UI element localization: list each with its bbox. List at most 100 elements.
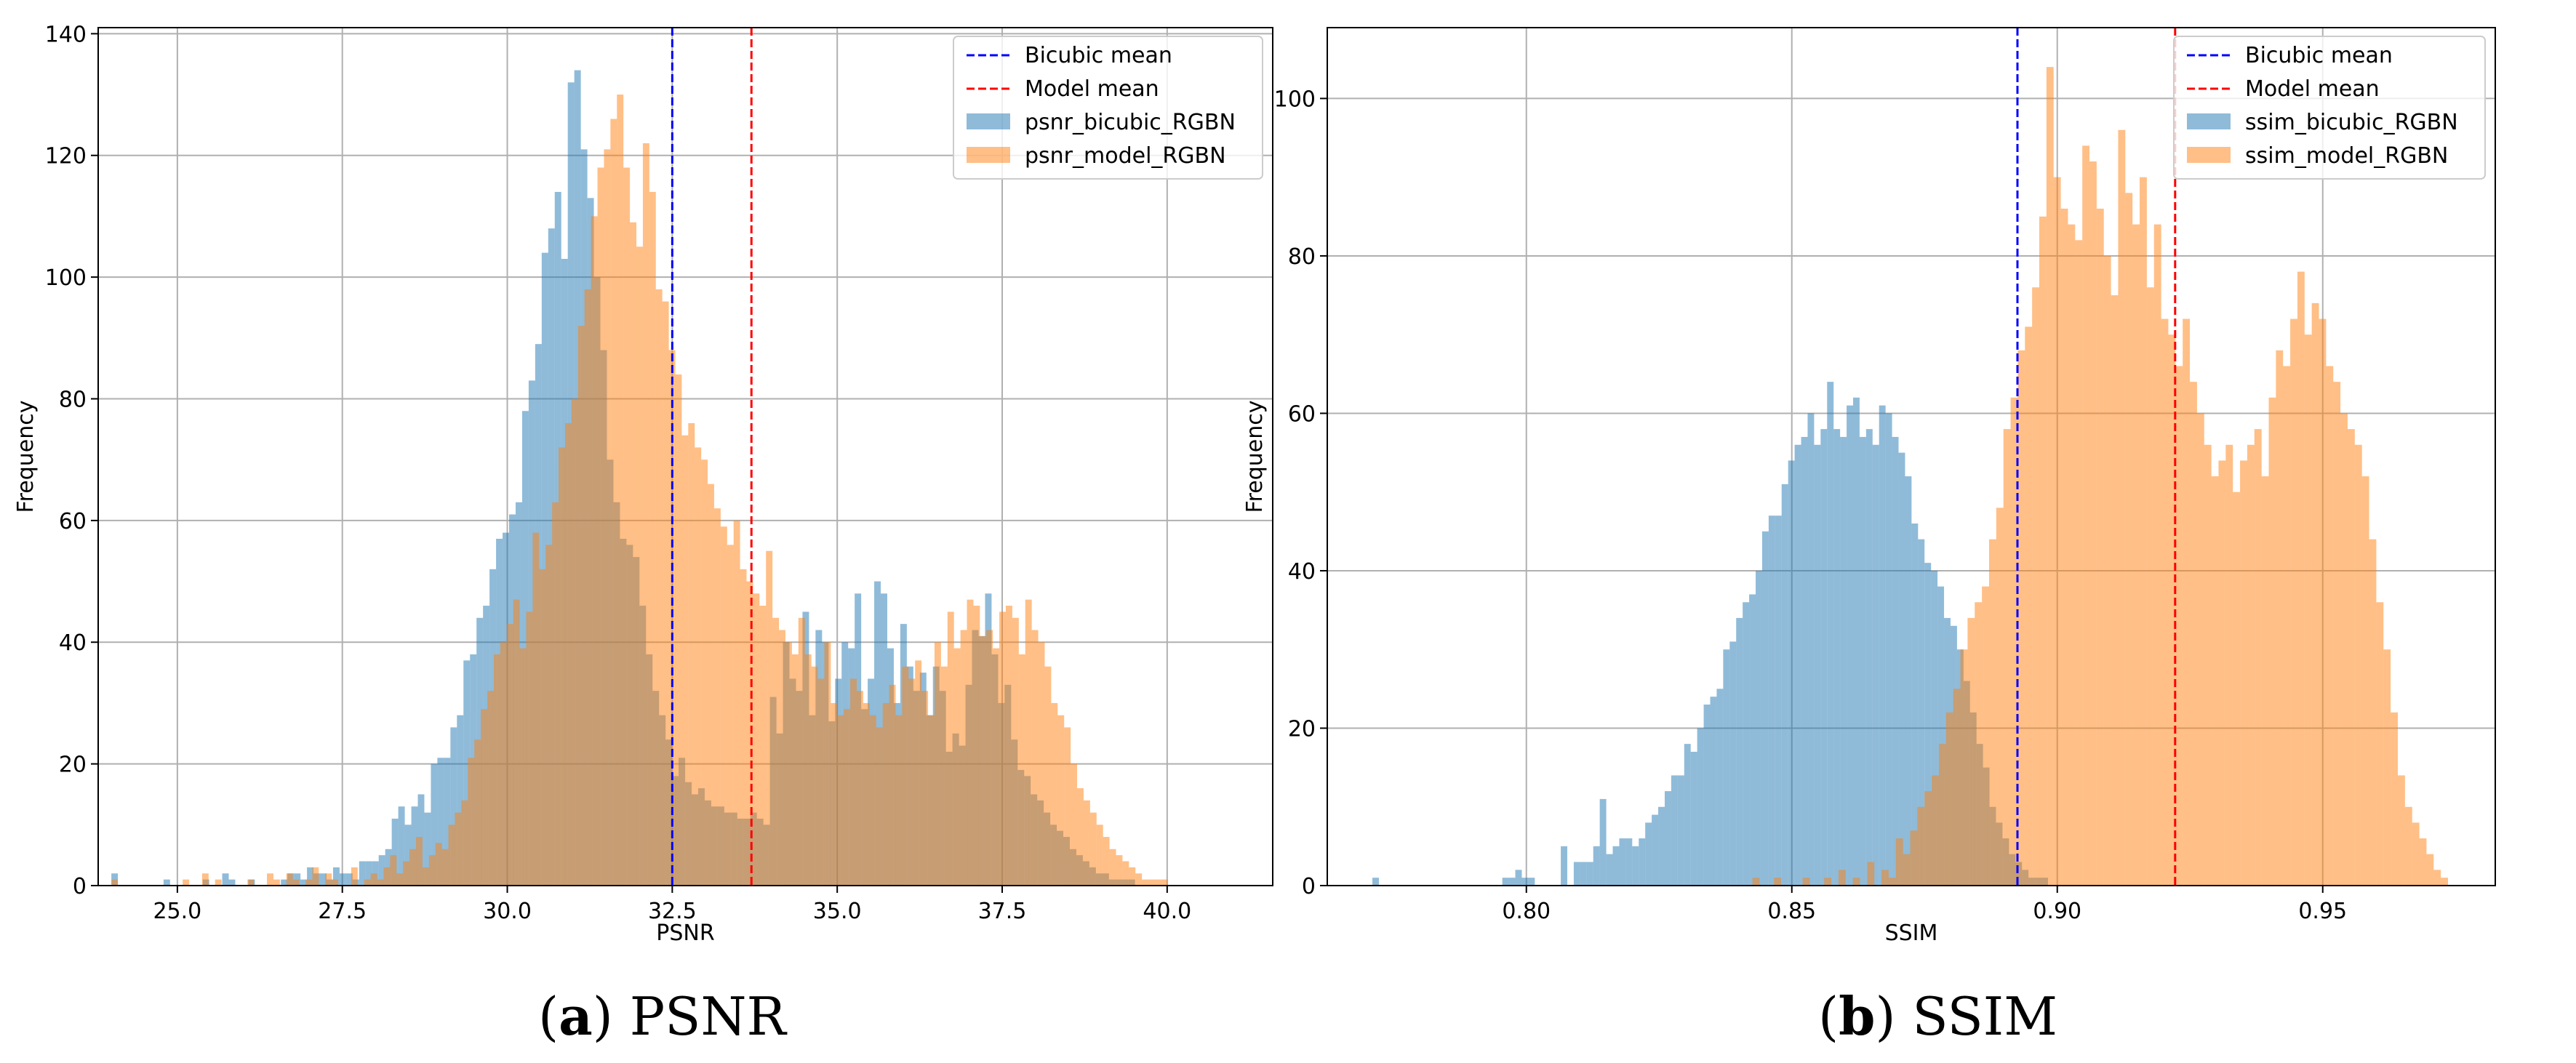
histogram-bar — [2404, 806, 2412, 886]
histogram-bar — [2319, 318, 2327, 886]
histogram-bar — [307, 867, 314, 886]
histogram-bar — [1895, 838, 1903, 886]
histogram-bar — [1658, 806, 1665, 886]
histogram-bar — [1012, 617, 1019, 886]
legend-box — [2173, 36, 2486, 180]
histogram-bar — [2153, 224, 2161, 886]
legend-bicubic-series-swatch — [967, 113, 1010, 129]
histogram-bar — [215, 879, 222, 886]
histogram-bar — [2146, 287, 2154, 886]
histogram-bar — [1116, 855, 1123, 886]
histogram-bar — [759, 606, 767, 886]
histogram-bar — [895, 715, 903, 886]
histogram-bar — [2383, 649, 2391, 886]
y-tick-label: 100 — [1274, 87, 1316, 112]
histogram-bar — [222, 873, 229, 886]
histogram-bar — [339, 873, 346, 886]
histogram-bar — [766, 550, 773, 886]
histogram-bar — [824, 642, 831, 886]
histogram-bar — [1580, 862, 1587, 886]
histogram-bar — [1051, 702, 1058, 886]
histogram-bar — [1892, 436, 1899, 886]
histogram-bar — [1664, 791, 1671, 886]
histogram-bar — [863, 702, 870, 886]
histogram-bar — [281, 879, 288, 886]
x-tick-label: 0.80 — [1502, 899, 1551, 924]
histogram-bar — [1967, 617, 1975, 886]
histogram-bar — [345, 873, 353, 886]
histogram-bar — [1794, 444, 1801, 886]
y-tick-label: 80 — [59, 387, 87, 412]
legend-model-series-label: psnr_model_RGBN — [1025, 143, 1226, 169]
histogram-bar — [2103, 255, 2111, 886]
histogram-bar — [844, 709, 851, 886]
histogram-bar — [1918, 539, 1925, 886]
histogram-bar — [2412, 822, 2420, 886]
x-tick-label: 0.95 — [2298, 899, 2347, 924]
histogram-bar — [1025, 599, 1032, 886]
histogram-bar — [424, 812, 431, 886]
histogram-bar — [351, 867, 358, 886]
histogram-bar — [837, 715, 844, 886]
histogram-bar — [2268, 397, 2276, 886]
histogram-bar — [713, 508, 721, 886]
histogram-bar — [1528, 878, 1535, 886]
histogram-bar — [455, 812, 462, 886]
histogram-bar — [1736, 617, 1743, 886]
histogram-bar — [267, 873, 273, 886]
histogram-bar — [422, 867, 429, 886]
histogram-bar — [437, 758, 444, 886]
histogram-bar — [1521, 878, 1529, 886]
histogram-bar — [383, 867, 391, 886]
histogram-bar — [967, 599, 974, 886]
histogram-bar — [980, 635, 987, 886]
histogram-bar — [1071, 763, 1078, 886]
histogram-bar — [1996, 508, 2004, 886]
histogram-bar — [1937, 586, 1945, 886]
caption-b-close: ) — [1875, 986, 1895, 1047]
histogram-bar — [2304, 334, 2312, 886]
histogram-bar — [1606, 854, 1613, 886]
histogram-bar — [2168, 334, 2176, 886]
histogram-bar — [292, 879, 300, 886]
histogram-bar — [2225, 444, 2233, 886]
histogram-bar — [2204, 444, 2212, 886]
x-tick-label: 35.0 — [813, 899, 862, 924]
caption-a-open: ( — [538, 986, 559, 1047]
histogram-bar — [1743, 602, 1750, 886]
histogram-bar — [1833, 429, 1841, 886]
histogram-bar — [779, 630, 785, 886]
histogram-bar — [753, 593, 760, 886]
histogram-bar — [2326, 366, 2334, 886]
histogram-bar — [869, 715, 876, 886]
histogram-bar — [655, 289, 663, 886]
x-tick-label: 25.0 — [153, 899, 201, 924]
histogram-bar — [636, 246, 643, 886]
histogram-bar — [2441, 878, 2449, 886]
histogram-bar — [428, 855, 436, 886]
x-tick-label: 40.0 — [1143, 899, 1191, 924]
histogram-bar — [2347, 429, 2355, 886]
histogram-bar — [2333, 382, 2341, 886]
histogram-bar — [2340, 413, 2348, 886]
histogram-bar — [1103, 837, 1110, 886]
histogram-bar — [2261, 476, 2269, 886]
histogram-bar — [986, 630, 993, 886]
histogram-bar — [571, 398, 578, 886]
histogram-bar — [889, 684, 896, 886]
x-tick-label: 27.5 — [318, 899, 367, 924]
legend-bicubic-series-label: psnr_bicubic_RGBN — [1025, 110, 1236, 135]
y-tick-label: 60 — [1288, 401, 1316, 427]
histogram-bar — [1148, 879, 1155, 886]
y-tick-label: 80 — [1288, 244, 1316, 270]
histogram-bar — [1372, 878, 1379, 886]
caption-b-text: SSIM — [1896, 986, 2057, 1047]
histogram-bar — [332, 867, 340, 886]
histogram-bar — [785, 642, 792, 886]
y-tick-label: 140 — [45, 22, 87, 47]
histogram-bar — [1867, 862, 1875, 886]
histogram-bar — [506, 624, 513, 886]
histogram-bar — [1142, 879, 1149, 886]
histogram-bar — [1573, 862, 1580, 886]
histogram-bar — [1038, 642, 1045, 886]
